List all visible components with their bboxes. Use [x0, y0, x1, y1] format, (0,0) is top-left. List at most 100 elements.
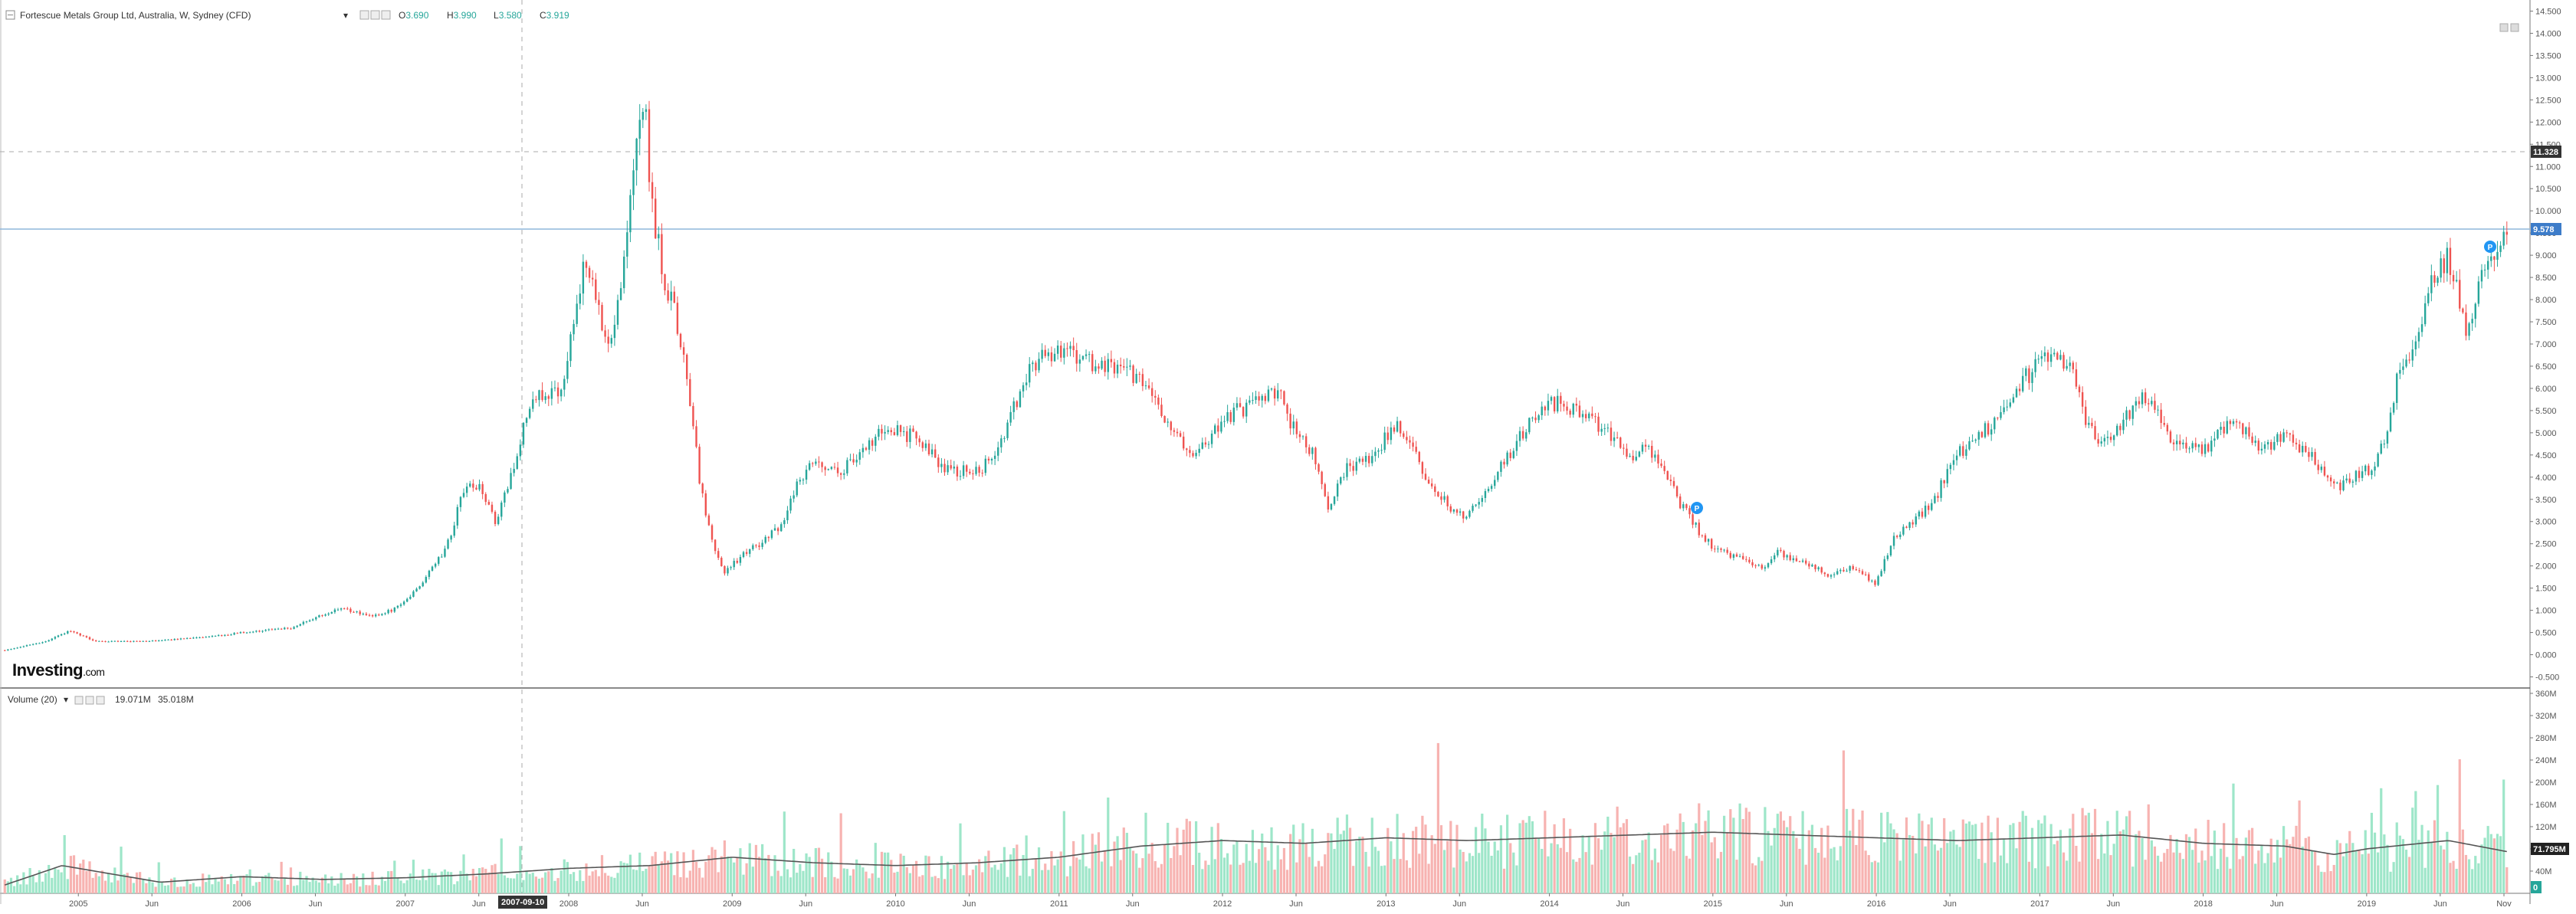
p-marker-icon[interactable]: P — [1691, 502, 1703, 514]
volume-bar — [1757, 857, 1761, 893]
volume-bar — [1408, 867, 1412, 893]
volume-bar — [2298, 800, 2301, 893]
price-bar-body — [638, 120, 641, 139]
price-bar-body — [2166, 424, 2169, 432]
price-bar-body — [371, 614, 374, 617]
volume-bar — [1075, 857, 1078, 893]
price-bar-body — [494, 511, 497, 525]
volume-bar — [667, 860, 670, 893]
price-bar-body — [1075, 350, 1078, 364]
price-bar-body — [1440, 496, 1442, 500]
volume-bar — [739, 848, 742, 893]
volume-bar — [1446, 840, 1449, 893]
volume-bar — [1370, 817, 1373, 893]
price-tick-label: 7.500 — [2535, 318, 2557, 327]
p-marker-icon[interactable]: P — [2484, 241, 2496, 253]
volume-bar — [645, 868, 648, 893]
volume-bar — [368, 885, 371, 893]
price-bar-body — [1984, 423, 1987, 437]
price-bar-body — [2235, 421, 2238, 423]
price-bar-body — [1688, 508, 1691, 515]
volume-bar — [2367, 853, 2370, 893]
price-bar-body — [852, 459, 855, 463]
price-bar-body — [1144, 385, 1147, 387]
price-bar-body — [1635, 457, 1637, 460]
settings-icon[interactable] — [74, 696, 84, 705]
dropdown-arrow-icon[interactable]: ▾ — [343, 10, 348, 21]
volume-bar — [1245, 844, 1248, 893]
price-bar-body — [2223, 427, 2225, 434]
volume-bar — [714, 849, 717, 893]
chart-corner-controls[interactable] — [2499, 23, 2519, 32]
price-bar-body — [271, 629, 274, 631]
remove-icon[interactable] — [381, 10, 391, 20]
volume-bar — [1361, 837, 1364, 893]
volume-bar — [170, 878, 173, 893]
volume-bar — [1528, 816, 1531, 893]
remove-icon[interactable] — [96, 696, 105, 705]
volume-bar — [283, 879, 286, 893]
price-bar-body — [1249, 400, 1251, 403]
price-bar-body — [2022, 375, 2024, 391]
eye-icon[interactable] — [370, 10, 380, 20]
volume-bar — [103, 880, 107, 893]
price-bar-body — [934, 449, 937, 458]
price-bar-body — [1918, 511, 1921, 517]
price-bar-body — [2148, 403, 2150, 405]
price-bar-body — [2371, 470, 2373, 475]
volume-bar — [943, 879, 947, 893]
volume-bar — [1911, 835, 1915, 893]
price-bar-body — [2188, 448, 2190, 450]
price-bar-body — [1958, 446, 1961, 456]
volume-bar — [2109, 855, 2112, 893]
svg-text:35.018M: 35.018M — [158, 694, 194, 705]
price-bar-body — [1186, 448, 1188, 450]
volume-bar — [2002, 839, 2006, 893]
price-bar-body — [2131, 405, 2134, 419]
price-bar-body — [1343, 477, 1345, 478]
price-bar-body — [645, 109, 648, 113]
volume-bar — [484, 869, 487, 893]
price-bar-body — [1965, 449, 1967, 456]
volume-bar — [1191, 865, 1195, 893]
price-bar-body — [2210, 441, 2213, 452]
price-bar-body — [2191, 443, 2194, 449]
volume-bar — [1943, 817, 1946, 893]
volume-tick-label: 360M — [2535, 690, 2557, 699]
volume-bar — [2229, 868, 2232, 893]
settings-icon[interactable] — [359, 10, 369, 20]
volume-bar — [1100, 861, 1104, 893]
eye-icon[interactable] — [85, 696, 94, 705]
price-bar-body — [1990, 429, 1993, 435]
price-bar-body — [1038, 359, 1040, 371]
volume-bar — [1251, 830, 1255, 893]
volume-bar — [129, 877, 132, 893]
volume-bar — [836, 878, 839, 893]
volume-bar — [1898, 860, 1902, 893]
price-bar-body — [1811, 565, 1813, 567]
time-tick-label: Jun — [1126, 899, 1140, 909]
volume-bar — [1999, 855, 2003, 893]
volume-bar — [930, 876, 934, 893]
price-bar-body — [2213, 438, 2216, 441]
volume-bar — [1163, 844, 1167, 893]
volume-bar — [1496, 850, 1499, 893]
price-bar-body — [1566, 406, 1568, 411]
price-bar-body — [622, 256, 625, 289]
volume-bar — [1918, 813, 1921, 893]
price-bar-body — [381, 614, 383, 615]
volume-bar — [1295, 862, 1298, 893]
volume-bar — [1459, 849, 1462, 893]
collapse-icon[interactable] — [5, 10, 15, 20]
price-bar-body — [2326, 475, 2329, 478]
volume-bar — [1638, 852, 1641, 893]
volume-bar — [1452, 867, 1455, 893]
price-bar-body — [2238, 422, 2241, 424]
volume-bar — [2420, 824, 2423, 893]
price-bar-body — [1270, 388, 1273, 390]
volume-bar — [60, 872, 63, 893]
price-bar-body — [1553, 397, 1556, 411]
price-bar-body — [311, 619, 314, 621]
price-bar-body — [1503, 461, 1505, 465]
